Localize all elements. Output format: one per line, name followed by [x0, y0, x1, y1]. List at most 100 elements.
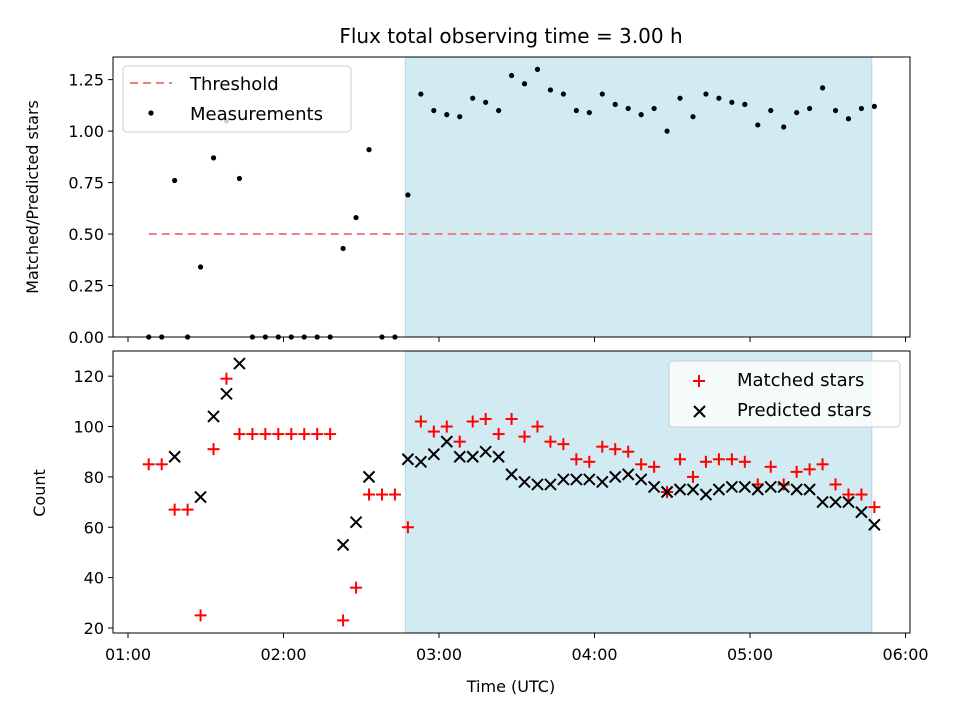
y-tick-label: 0.25 [68, 277, 104, 296]
predicted-stars-point [440, 435, 453, 448]
measurement-point [521, 81, 528, 87]
predicted-stars-point [855, 505, 868, 519]
measurement-point [210, 155, 217, 161]
matched-stars-point [168, 503, 181, 516]
predicted-stars-point [596, 475, 609, 489]
matched-stars-point [194, 609, 207, 622]
predicted-stars-point [518, 475, 531, 489]
x-tick-label: 05:00 [727, 645, 773, 664]
top-legend-box [122, 65, 352, 133]
predicted-stars-point [777, 480, 790, 494]
matched-stars-point [790, 465, 803, 478]
matched-stars-point [868, 501, 881, 514]
predicted-stars-point [699, 488, 713, 501]
matched-stars-point [259, 428, 272, 441]
matched-stars-point [648, 460, 661, 473]
y-tick-label: 40 [84, 569, 104, 588]
matched-stars-point [375, 488, 388, 501]
predicted-stars-point [686, 483, 700, 496]
matched-stars-point [414, 415, 427, 428]
predicted-stars-point [712, 483, 726, 496]
matched-stars-point [479, 412, 492, 425]
predicted-stars-point [751, 483, 764, 496]
bottom-ylabel: Count [30, 469, 49, 517]
predicted-stars-point [725, 480, 739, 494]
matched-stars-point [298, 428, 311, 441]
matched-stars-point [401, 521, 414, 534]
predicted-stars-point [336, 538, 350, 552]
predicted-stars-point [168, 450, 181, 463]
predicted-stars-point [803, 483, 816, 496]
matched-stars-point [220, 372, 233, 385]
measurement-point [457, 114, 463, 120]
predicted-stars-point [492, 450, 505, 463]
matched-stars-point [427, 425, 440, 438]
x-tick-label: 01:00 [105, 645, 151, 664]
matched-stars-point [453, 435, 466, 448]
measurement-point [807, 105, 813, 112]
matched-stars-point [816, 458, 829, 471]
measurement-point [845, 116, 852, 122]
matched-stars-point [570, 453, 583, 466]
predicted-stars-point [505, 468, 518, 481]
measurement-point [625, 105, 631, 112]
x-tick-label: 04:00 [571, 645, 617, 664]
matched-stars-point [725, 453, 738, 466]
measurement-point [703, 91, 709, 97]
legend-measurements-label: Measurements [190, 104, 323, 125]
measurement-point [236, 175, 243, 182]
measurement-point [716, 95, 722, 101]
matched-stars-point [324, 428, 337, 441]
predicted-stars-point [673, 483, 687, 496]
bottom-panel: 20 40 60 80 100 120 01:00 02:00 03:00 04:00 05:00 0… [30, 350, 929, 696]
predicted-stars-point [570, 473, 583, 486]
measurement-point [172, 177, 178, 184]
measurement-point [768, 107, 774, 114]
matched-stars-point [363, 488, 376, 501]
predicted-stars-point [634, 473, 648, 486]
matched-stars-point [350, 581, 363, 594]
matched-stars-point [557, 438, 570, 451]
y-tick-label: 80 [84, 468, 104, 487]
measurement-point [677, 95, 683, 101]
measurement-point [729, 99, 735, 105]
predicted-stars-point [401, 453, 415, 466]
matched-stars-point [544, 435, 557, 448]
predicted-stars-point [557, 473, 570, 486]
measurement-point [496, 107, 502, 114]
measurement-point [586, 109, 592, 116]
matched-stars-point [609, 443, 622, 456]
y-tick-label: 120 [73, 367, 104, 386]
x-tick-label: 03:00 [416, 645, 462, 664]
predicted-stars-point [349, 516, 363, 529]
measurement-point [366, 147, 372, 153]
matched-stars-point [583, 455, 596, 468]
predicted-stars-point [453, 450, 466, 463]
bottom-xlabel: Time (UTC) [466, 677, 555, 696]
measurement-point [483, 99, 489, 105]
matched-stars-point [285, 428, 298, 441]
predicted-stars-point [544, 478, 557, 491]
matched-stars-point [311, 428, 324, 441]
y-tick-label: 0.50 [68, 225, 104, 244]
predicted-stars-point [738, 480, 752, 494]
matched-stars-point [492, 428, 505, 441]
bottom-legend-box [668, 360, 901, 428]
matched-stars-point [337, 614, 350, 627]
matched-stars-point [505, 412, 518, 425]
matched-stars-point [674, 453, 687, 466]
predicted-stars-point [816, 495, 829, 509]
matched-stars-point [181, 503, 194, 516]
legend-matched-swatch [693, 375, 705, 387]
measurement-point [612, 101, 618, 107]
measurement-point [832, 107, 839, 114]
predicted-stars-point [842, 495, 855, 509]
y-tick-label: 1.00 [68, 122, 104, 141]
measurement-point [470, 95, 476, 101]
measurement-point [638, 112, 644, 118]
measurement-point [599, 91, 605, 97]
measurement-point [431, 107, 437, 114]
legend-predicted-swatch [693, 405, 706, 418]
predicted-stars-point [194, 490, 207, 504]
predicted-stars-point [764, 480, 777, 494]
